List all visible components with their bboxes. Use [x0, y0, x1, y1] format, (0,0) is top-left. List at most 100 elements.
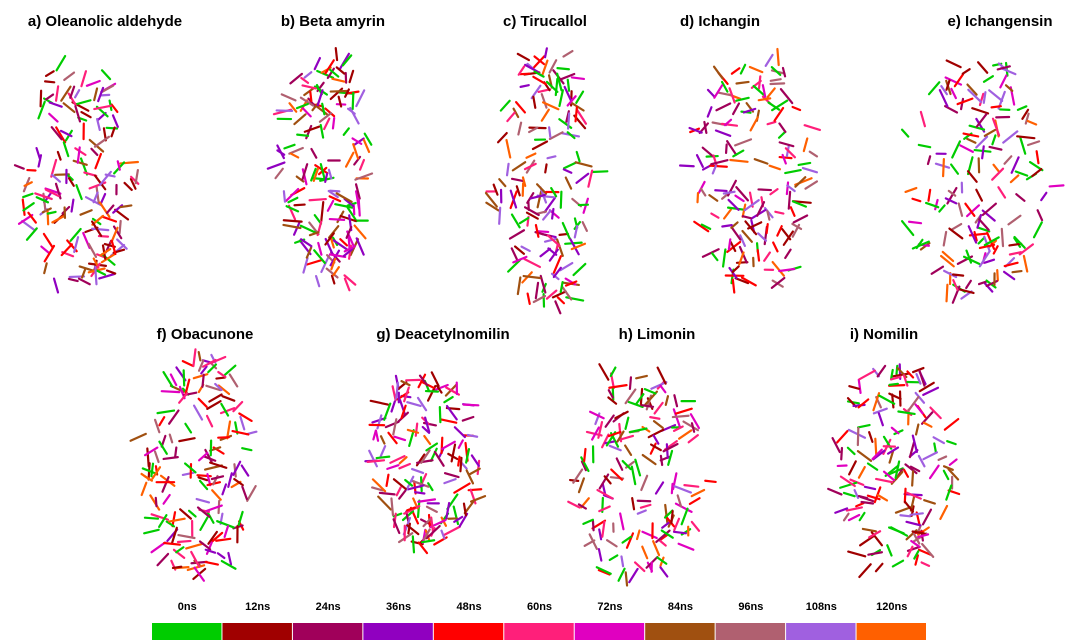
- molecule-stick: [1024, 256, 1027, 272]
- molecule-stick: [859, 467, 865, 478]
- molecule-stick: [142, 483, 147, 495]
- molecule-stick: [207, 416, 212, 426]
- molecule-stick: [889, 394, 900, 399]
- molecule-stick: [452, 445, 455, 462]
- molecule-stick: [387, 465, 398, 469]
- molecule-stick: [303, 85, 316, 88]
- molecule-stick: [199, 399, 207, 407]
- molecule-stick: [560, 263, 572, 270]
- molecule-stick: [732, 68, 740, 73]
- molecule-stick: [643, 455, 656, 464]
- molecule-stick: [783, 68, 785, 76]
- molecule-stick: [563, 51, 572, 57]
- molecule-stick: [498, 133, 507, 142]
- molecule-stick: [284, 145, 294, 149]
- molecule-stick: [192, 562, 207, 563]
- molecule-stick: [501, 101, 510, 111]
- molecule-stick: [1038, 210, 1043, 220]
- molecule-stick: [998, 66, 1010, 69]
- molecule-stick: [703, 148, 713, 157]
- molecule-stick: [513, 162, 525, 170]
- molecule-stick: [507, 113, 514, 121]
- molecule-overlay: [902, 61, 1063, 303]
- molecule-stick: [959, 203, 962, 215]
- molecule-stick: [107, 206, 113, 213]
- molecule-stick: [233, 431, 249, 434]
- molecule-stick: [442, 420, 457, 423]
- molecule-stick: [528, 294, 530, 304]
- molecule-stick: [924, 423, 932, 427]
- molecule-stick: [54, 279, 58, 293]
- molecule-stick: [576, 107, 577, 121]
- molecule-stick: [222, 396, 234, 401]
- molecule-stick: [764, 253, 770, 261]
- molecule-stick: [849, 461, 856, 474]
- molecule-stick: [381, 446, 385, 456]
- molecule-stick: [561, 192, 562, 208]
- molecule-stick: [849, 430, 865, 438]
- molecule-stick: [982, 146, 984, 158]
- molecule-stick: [940, 506, 947, 519]
- molecule-stick: [112, 105, 118, 112]
- molecule-stick: [841, 448, 842, 459]
- molecule-stick: [868, 552, 882, 554]
- molecule-stick: [692, 490, 704, 496]
- molecule-stick: [939, 205, 944, 211]
- molecule-stick: [909, 222, 921, 223]
- legend-swatch: [857, 623, 926, 640]
- molecule-stick: [169, 519, 184, 522]
- molecule-stick: [804, 138, 807, 151]
- legend-label: 108ns: [806, 601, 837, 613]
- molecule-stick: [1009, 216, 1021, 225]
- molecule-stick: [145, 518, 158, 519]
- molecule-stick: [726, 145, 727, 153]
- molecule-stick: [980, 245, 994, 248]
- molecule-stick: [780, 142, 794, 146]
- molecule-stick: [779, 269, 794, 271]
- molecule-stick: [859, 399, 869, 407]
- molecule-stick: [1005, 156, 1012, 163]
- molecule-stick: [1032, 169, 1041, 176]
- molecule-stick: [777, 49, 778, 65]
- molecule-stick: [81, 71, 86, 86]
- molecule-stick: [794, 215, 807, 222]
- molecule-stick: [346, 153, 353, 167]
- molecule-stick: [742, 231, 751, 242]
- molecule-stick: [874, 409, 887, 414]
- molecule-stick: [413, 536, 414, 552]
- molecule-stick: [989, 90, 1002, 101]
- molecule-stick: [922, 544, 933, 557]
- molecule-stick: [472, 455, 479, 465]
- molecule-stick: [155, 420, 159, 432]
- legend-swatch: [786, 623, 855, 640]
- molecule-stick: [577, 152, 580, 161]
- molecule-stick: [859, 564, 870, 577]
- molecule-stick: [522, 247, 530, 251]
- legend-swatch: [293, 623, 362, 640]
- molecule-stick: [773, 262, 784, 276]
- molecule-stick: [750, 67, 762, 72]
- molecule-stick: [606, 416, 614, 427]
- molecule-stick: [828, 489, 841, 495]
- molecule-stick: [458, 457, 459, 466]
- molecule-stick: [862, 502, 873, 504]
- molecule-stick: [858, 451, 871, 461]
- molecule-stick: [775, 212, 783, 214]
- molecule-stick: [902, 130, 908, 137]
- molecule-stick: [101, 194, 105, 204]
- molecule-stick: [355, 226, 366, 239]
- molecule-stick: [307, 260, 322, 264]
- molecule-stick: [980, 94, 983, 105]
- molecule-stick: [322, 104, 324, 115]
- molecule-stick: [310, 199, 326, 200]
- molecule-stick: [642, 547, 647, 559]
- molecule-stick: [147, 448, 148, 466]
- molecule-stick: [921, 112, 925, 126]
- molecule-stick: [41, 91, 42, 107]
- molecule-stick: [558, 297, 564, 303]
- molecule-stick: [353, 144, 358, 158]
- molecule-stick: [653, 541, 659, 555]
- molecule-stick: [46, 95, 53, 100]
- molecule-stick: [22, 221, 34, 230]
- molecule-stick: [537, 231, 548, 232]
